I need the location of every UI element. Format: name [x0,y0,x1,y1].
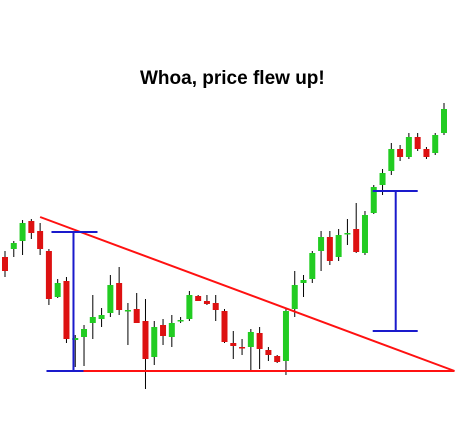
candle-body-up [186,295,193,319]
candle-body-down [37,231,44,249]
candle-body-down [397,149,404,157]
candle-body-down [203,301,210,304]
candle-body-down [45,251,52,299]
candle-body-up [441,109,447,133]
candle-body-down [230,343,237,346]
candle-body-down [160,325,167,336]
candle-body-up [72,338,79,340]
candle-body-down [414,137,421,149]
candle-body-down [28,221,35,233]
pattern-lines [39,190,455,372]
candle-body-down [256,333,263,349]
triangle-resistance-line [39,216,455,372]
chart-annotation: Whoa, price flew up! [140,68,325,89]
candle-body-up [318,237,325,251]
candle-body-down [423,149,430,157]
candle-body-up [10,243,17,249]
candle-body-down [221,311,228,342]
candle-body-up [151,327,158,357]
candle-body-up [300,280,307,283]
candle-body-up [291,285,298,309]
candle-body-up [177,320,184,322]
candle-body-up [361,215,368,253]
candle-body-down [326,237,333,261]
candle-body-up [388,149,395,171]
candle-body-up [107,285,114,313]
candle-body-down [133,309,140,323]
candle-body-up [309,253,316,279]
candle-body-down [2,257,8,271]
candle-body-up [168,323,175,337]
candle-body-down [116,283,123,310]
candle-body-down [239,347,246,349]
candle-body-up [282,311,289,361]
candle-body-down [274,356,281,362]
candle-body-up [247,332,254,347]
candle-body-up [405,137,412,157]
candle-body-up [89,317,96,323]
candle-body-up [54,283,61,297]
candle-body-up [81,329,88,337]
candle-body-up [379,173,386,185]
candle-body-up [370,187,377,213]
candle-body-down [63,281,70,339]
candle-body-up [124,310,131,312]
candlestick-series [2,103,447,389]
candle-body-up [344,233,351,235]
candle-body-down [142,321,149,359]
candle-body-down [265,350,272,355]
candle-body-down [195,296,202,301]
candle-body-up [432,135,439,153]
candle-body-down [212,303,219,310]
candle-body-up [335,235,342,257]
candle-body-up [98,315,105,319]
candle-body-up [19,223,26,241]
candle-body-down [353,229,360,252]
